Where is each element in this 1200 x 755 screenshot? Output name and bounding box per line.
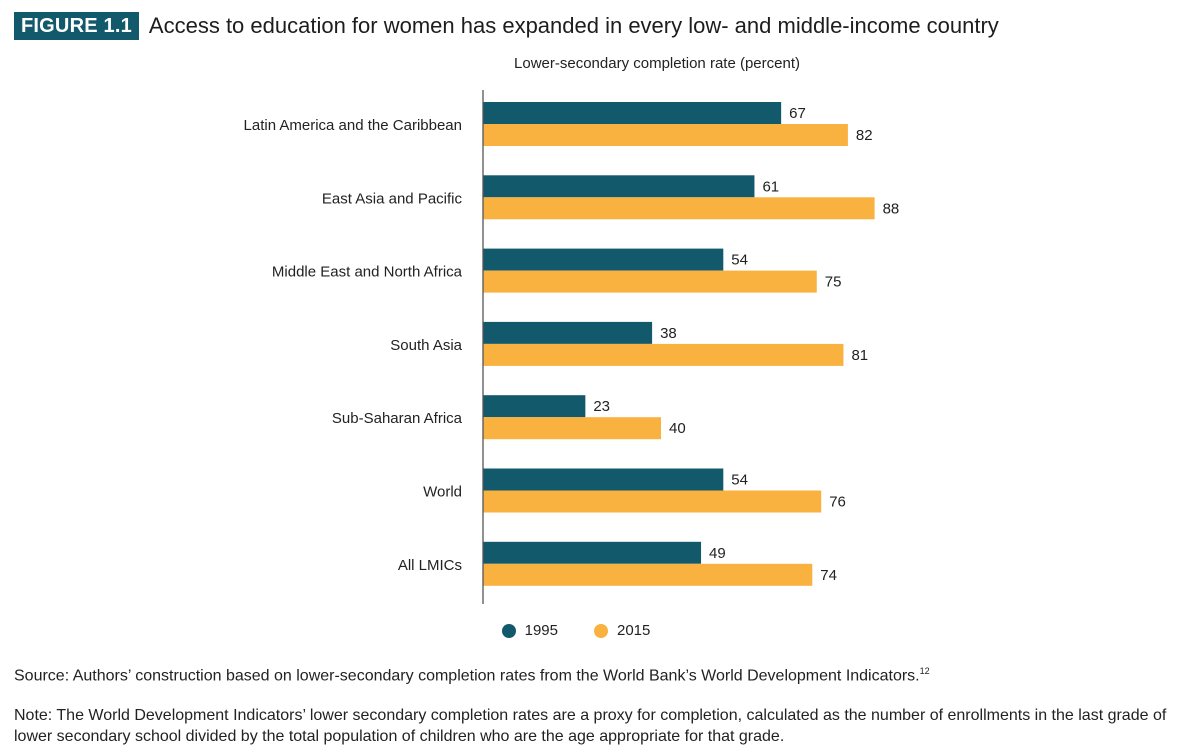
legend: 1995 2015 bbox=[0, 622, 1200, 639]
bar-2015-sub-saharan-africa bbox=[483, 417, 661, 440]
bar-1995-middle-east-and-north-africa bbox=[483, 248, 724, 271]
data-label-2015-sub-saharan-africa: 40 bbox=[669, 420, 686, 437]
category-label-south-asia: South Asia bbox=[390, 337, 462, 354]
data-label-1995-world: 54 bbox=[731, 472, 748, 489]
category-label-latin-america-and-the-caribbean: Latin America and the Caribbean bbox=[244, 117, 462, 134]
figure-badge: FIGURE 1.1 bbox=[14, 12, 139, 40]
legend-item-1995: 1995 bbox=[501, 622, 558, 639]
bar-2015-all-lmics bbox=[483, 563, 813, 586]
category-label-middle-east-and-north-africa: Middle East and North Africa bbox=[272, 264, 463, 281]
legend-item-2015: 2015 bbox=[594, 622, 650, 639]
data-label-2015-east-asia-and-pacific: 88 bbox=[883, 200, 900, 217]
note-text: Note: The World Development Indicators’ … bbox=[14, 707, 1167, 745]
data-label-2015-world: 76 bbox=[829, 494, 846, 511]
chart-title: Lower-secondary completion rate (percent… bbox=[514, 55, 800, 72]
data-label-1995-east-asia-and-pacific: 61 bbox=[762, 178, 779, 195]
data-label-1995-middle-east-and-north-africa: 54 bbox=[731, 252, 748, 269]
legend-swatch-2015 bbox=[594, 623, 608, 638]
category-label-sub-saharan-africa: Sub-Saharan Africa bbox=[332, 410, 463, 427]
category-label-world: World bbox=[423, 484, 462, 501]
bar-2015-latin-america-and-the-caribbean bbox=[483, 124, 848, 146]
source-note: Source: Authors’ construction based on l… bbox=[14, 666, 930, 685]
data-label-2015-all-lmics: 74 bbox=[820, 567, 837, 584]
bar-2015-east-asia-and-pacific bbox=[483, 197, 875, 220]
bar-2015-world bbox=[483, 490, 822, 513]
bar-2015-south-asia bbox=[483, 343, 844, 366]
legend-swatch-1995 bbox=[501, 623, 516, 638]
data-label-2015-latin-america-and-the-caribbean: 82 bbox=[856, 127, 873, 144]
source-text: Source: Authors’ construction based on l… bbox=[14, 667, 920, 685]
bar-chart: Latin America and the Caribbean 67 82 East … bbox=[244, 90, 900, 604]
bar-1995-all-lmics bbox=[483, 541, 702, 564]
bar-1995-world bbox=[483, 468, 724, 491]
bar-1995-sub-saharan-africa bbox=[483, 395, 586, 418]
data-label-1995-south-asia: 38 bbox=[660, 325, 677, 342]
bar-1995-latin-america-and-the-caribbean bbox=[483, 102, 782, 124]
data-label-2015-middle-east-and-north-africa: 75 bbox=[825, 274, 842, 291]
legend-label-2015: 2015 bbox=[617, 622, 651, 639]
source-footnote: 12 bbox=[919, 666, 930, 676]
data-label-1995-all-lmics: 49 bbox=[709, 545, 726, 562]
data-label-1995-latin-america-and-the-caribbean: 67 bbox=[789, 105, 806, 122]
bar-2015-middle-east-and-north-africa bbox=[483, 270, 817, 293]
data-label-2015-south-asia: 81 bbox=[851, 347, 868, 364]
legend-label-1995: 1995 bbox=[524, 622, 558, 639]
category-label-east-asia-and-pacific: East Asia and Pacific bbox=[322, 190, 463, 207]
figure-header: FIGURE 1.1 Access to education for women… bbox=[14, 12, 999, 40]
figure-title: Access to education for women has expand… bbox=[148, 13, 999, 38]
category-label-all-lmics: All LMICs bbox=[398, 557, 462, 574]
data-label-1995-sub-saharan-africa: 23 bbox=[593, 398, 610, 415]
bar-1995-south-asia bbox=[483, 321, 653, 344]
bar-1995-east-asia-and-pacific bbox=[483, 175, 755, 198]
